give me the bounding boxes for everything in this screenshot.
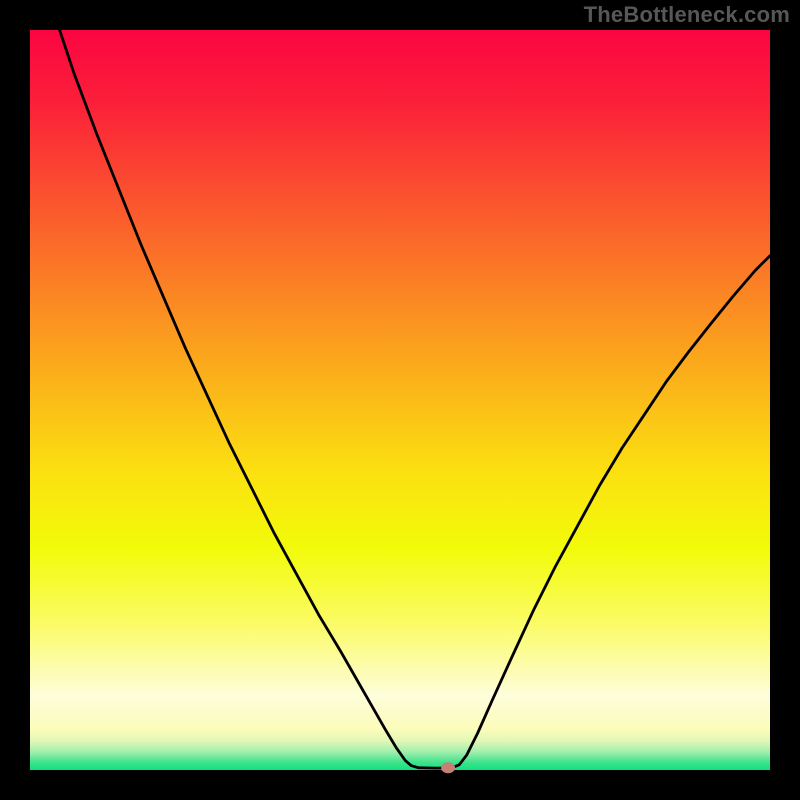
- chart-container: TheBottleneck.com: [0, 0, 800, 800]
- watermark-text: TheBottleneck.com: [584, 2, 790, 28]
- optimal-point-marker: [441, 762, 455, 773]
- plot-background-gradient: [30, 30, 770, 770]
- bottleneck-curve-chart: [0, 0, 800, 800]
